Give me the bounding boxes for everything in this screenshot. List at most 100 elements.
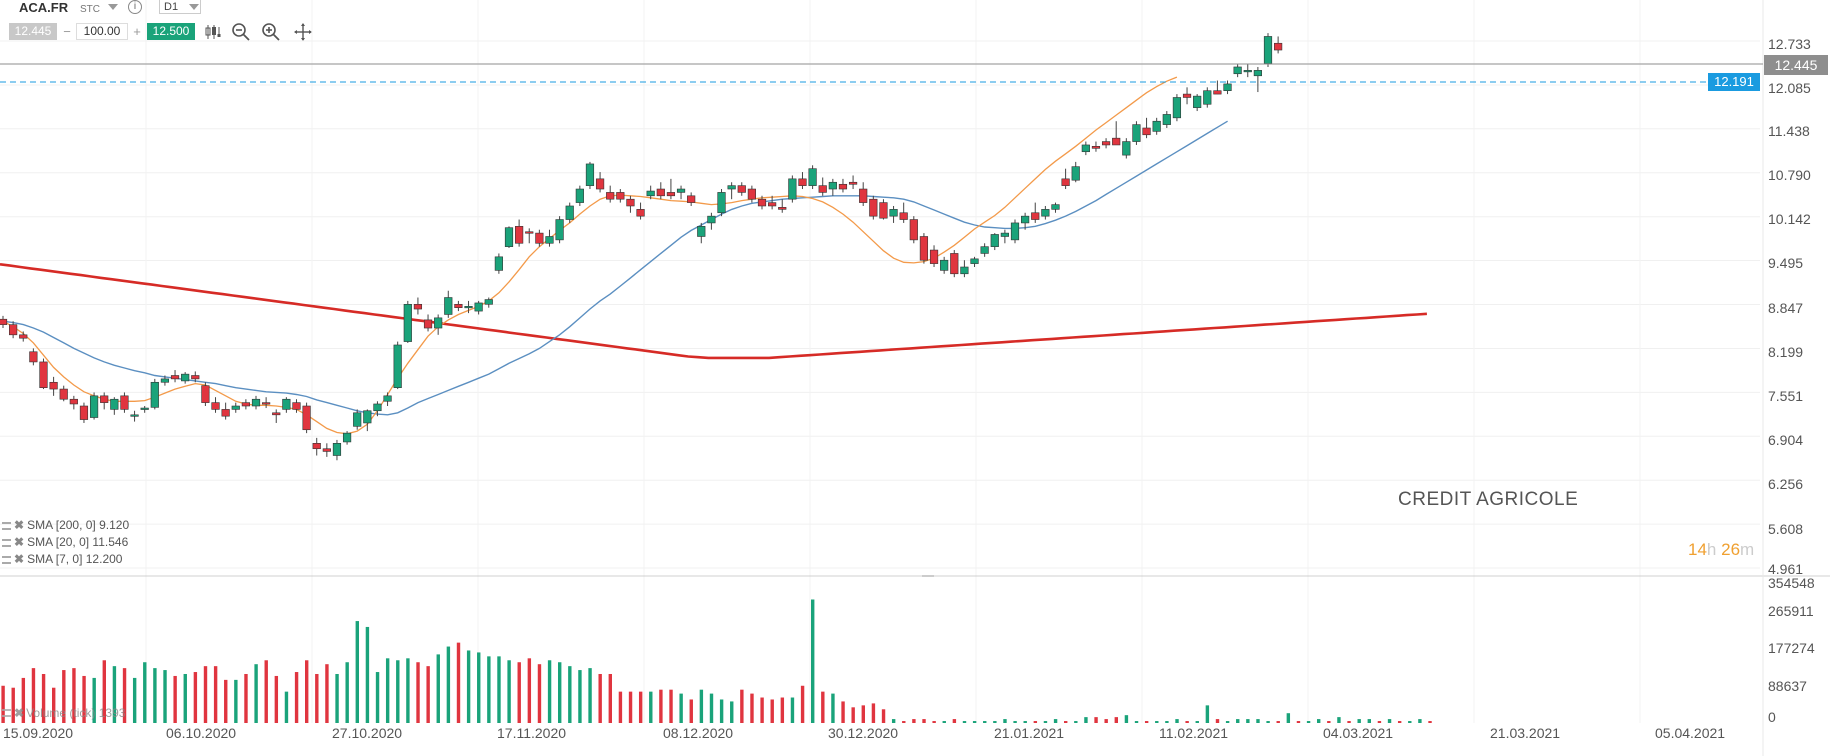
volume-bar	[335, 673, 339, 723]
volume-bar	[406, 658, 410, 723]
indicator-legend-sma7[interactable]: ✖ SMA [7, 0] 12.200	[2, 552, 122, 567]
price-tick: 8.847	[1768, 300, 1804, 316]
volume-bar	[82, 675, 86, 723]
crosshair-icon[interactable]	[293, 22, 313, 42]
remove-icon[interactable]: ✖	[14, 706, 25, 720]
info-icon[interactable]: i	[128, 0, 142, 14]
candle-down	[49, 381, 58, 390]
candle-down	[1031, 212, 1040, 220]
price-tick: 11.438	[1768, 123, 1810, 139]
date-tick: 11.02.2021	[1159, 725, 1229, 741]
candle-down	[120, 395, 129, 410]
volume-bar	[1408, 721, 1412, 723]
candle-down	[778, 207, 787, 210]
candle-up	[282, 398, 291, 410]
countdown-hours: 14	[1688, 540, 1707, 559]
volume-bar	[122, 668, 127, 723]
volume-bar	[1337, 717, 1341, 723]
candle-up	[140, 407, 149, 410]
volume-bar	[1428, 721, 1432, 723]
volume-bar	[628, 691, 633, 723]
sell-price-button[interactable]: 12.445	[9, 23, 57, 40]
zoom-out-icon[interactable]	[231, 22, 251, 42]
volume-tick: 265911	[1768, 603, 1814, 619]
candle-up	[1051, 204, 1060, 210]
quantity-increase-button[interactable]: +	[133, 24, 141, 39]
volume-tick: 88637	[1768, 678, 1807, 694]
remove-icon[interactable]: ✖	[14, 535, 25, 549]
volume-bar	[1053, 719, 1058, 723]
volume-bar	[1074, 721, 1078, 723]
volume-legend[interactable]: ✖ Volume (tick) 1393	[2, 706, 125, 720]
candle-down	[929, 249, 939, 264]
settings-icon[interactable]	[2, 538, 11, 547]
candle-down	[737, 185, 746, 193]
volume-bar	[315, 673, 319, 723]
candle-up	[970, 258, 979, 264]
volume-bar	[1175, 719, 1179, 723]
volume-bar	[456, 642, 461, 723]
candle-countdown: 14h 26m	[1688, 540, 1754, 560]
volume-bar	[851, 707, 855, 723]
symbol-dropdown-icon[interactable]	[108, 4, 118, 10]
volume-bar	[325, 664, 329, 723]
quantity-decrease-button[interactable]: −	[63, 24, 71, 39]
candle-up	[89, 395, 99, 418]
candle-down	[1091, 146, 1101, 149]
candle-type-icon[interactable]	[203, 22, 223, 42]
volume-bar	[31, 668, 36, 723]
volume-bar	[1306, 721, 1311, 723]
timeframe-dropdown-icon[interactable]	[189, 4, 199, 10]
candle-down	[515, 226, 524, 244]
date-tick: 17.11.2020	[497, 725, 567, 741]
candle-up	[575, 188, 584, 203]
countdown-hours-unit: h	[1706, 540, 1717, 559]
candle-down	[100, 395, 109, 403]
settings-icon[interactable]	[2, 555, 11, 564]
volume-bar	[1084, 717, 1088, 723]
volume-bar	[983, 721, 987, 723]
volume-bar	[659, 689, 663, 723]
candle-down	[1101, 141, 1111, 146]
quantity-input[interactable]: 100.00	[76, 23, 128, 40]
indicator-legend-sma200[interactable]: ✖ SMA [200, 0] 9.120	[2, 518, 129, 533]
sma200-line	[0, 263, 1427, 360]
candle-up	[980, 246, 989, 254]
volume-bar	[1387, 719, 1392, 723]
volume-bar	[699, 689, 704, 723]
sma7-line	[2, 76, 1178, 435]
instrument-name: CREDIT AGRICOLE	[1398, 489, 1579, 510]
timeframe-select[interactable]: D1	[159, 0, 201, 14]
volume-bar	[213, 666, 218, 723]
candle-down	[1182, 93, 1192, 98]
volume-bar	[669, 689, 673, 723]
candle-up	[251, 398, 261, 407]
moving-averages	[0, 76, 1427, 435]
volume-tick: 354548	[1768, 575, 1815, 591]
symbol-label[interactable]: ACA.FR	[19, 0, 69, 15]
candle-down	[525, 231, 534, 234]
settings-icon[interactable]	[2, 521, 11, 530]
date-tick: 21.01.2021	[994, 725, 1065, 741]
zoom-in-icon[interactable]	[261, 22, 281, 42]
volume-bar	[578, 670, 582, 723]
candle-up	[393, 344, 402, 388]
volume-bar	[1347, 721, 1351, 723]
candle-down	[292, 402, 301, 410]
date-tick: 30.12.2020	[828, 725, 899, 741]
price-lines	[0, 63, 1763, 577]
volume-bar	[112, 666, 117, 723]
remove-icon[interactable]: ✖	[14, 518, 25, 532]
candle-up	[565, 205, 574, 220]
indicator-legend-sma20[interactable]: ✖ SMA [20, 0] 11.546	[2, 535, 128, 550]
price-tick: 4.961	[1768, 561, 1804, 577]
remove-icon[interactable]: ✖	[14, 552, 25, 566]
volume-bar	[537, 664, 542, 723]
settings-icon[interactable]	[2, 709, 11, 717]
volume-bar	[426, 666, 430, 723]
price-tick: 10.790	[1768, 167, 1811, 183]
buy-price-button[interactable]: 12.500	[147, 23, 195, 40]
date-tick: 15.09.2020	[3, 725, 74, 741]
